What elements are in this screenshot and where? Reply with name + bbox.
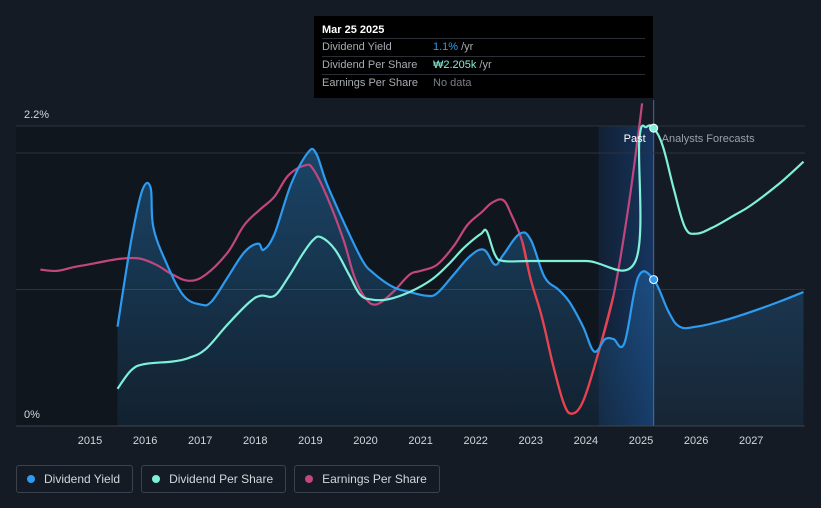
dividend-yield-marker (649, 275, 659, 285)
tooltip-row-dividend-yield: Dividend Yield 1.1% /yr (322, 38, 645, 56)
forecast-label: Analysts Forecasts (662, 133, 755, 145)
dividend-per-share-line (116, 124, 805, 390)
y-tick-label: 0% (24, 409, 40, 421)
dividend-yield-area (117, 148, 804, 426)
dividend-yield-line (116, 147, 804, 353)
legend-dividend-yield[interactable]: Dividend Yield (16, 465, 134, 493)
x-tick-label: 2022 (463, 435, 487, 447)
legend-dot-icon (152, 475, 161, 483)
legend-label: Dividend Per Share (169, 472, 274, 486)
x-tick-label: 2016 (133, 435, 157, 447)
tooltip-label: Dividend Yield (322, 41, 392, 53)
x-tick-label: 2015 (78, 435, 102, 447)
tooltip: Mar 25 2025 Dividend Yield 1.1% /yr Divi… (314, 16, 653, 98)
legend: Dividend Yield Dividend Per Share Earnin… (16, 465, 440, 493)
tooltip-value: No data (433, 77, 472, 89)
tooltip-label: Dividend Per Share (322, 59, 418, 71)
dividend-per-share-marker (649, 123, 659, 133)
earnings-per-share-decline-line (521, 242, 615, 415)
legend-dot-icon (27, 475, 35, 483)
legend-dot-icon (305, 475, 314, 483)
x-tick-label: 2019 (298, 435, 322, 447)
legend-label: Earnings Per Share (322, 472, 427, 486)
tooltip-label: Earnings Per Share (322, 77, 418, 89)
tooltip-unit: /yr (461, 41, 474, 53)
tooltip-row-dividend-per-share: Dividend Per Share ₩2.205k /yr (322, 56, 645, 74)
x-tick-label: 2021 (408, 435, 432, 447)
legend-dividend-per-share[interactable]: Dividend Per Share (141, 465, 287, 493)
legend-label: Dividend Yield (44, 472, 121, 486)
x-tick-label: 2018 (243, 435, 267, 447)
x-tick-label: 2023 (519, 435, 543, 447)
x-tick-label: 2025 (629, 435, 653, 447)
tooltip-date: Mar 25 2025 (322, 24, 385, 36)
x-tick-label: 2024 (574, 435, 598, 447)
tooltip-unit: /yr (479, 59, 492, 71)
y-tick-label: 2.2% (24, 109, 49, 121)
tooltip-row-earnings-per-share: Earnings Per Share No data (322, 74, 645, 92)
x-tick-label: 2017 (188, 435, 212, 447)
x-tick-label: 2027 (739, 435, 763, 447)
legend-earnings-per-share[interactable]: Earnings Per Share (294, 465, 440, 493)
x-tick-label: 2026 (684, 435, 708, 447)
tooltip-value: 1.1% (433, 41, 459, 53)
tooltip-value: ₩2.205k (433, 59, 477, 71)
x-tick-label: 2020 (353, 435, 377, 447)
past-label: Past (624, 133, 646, 145)
